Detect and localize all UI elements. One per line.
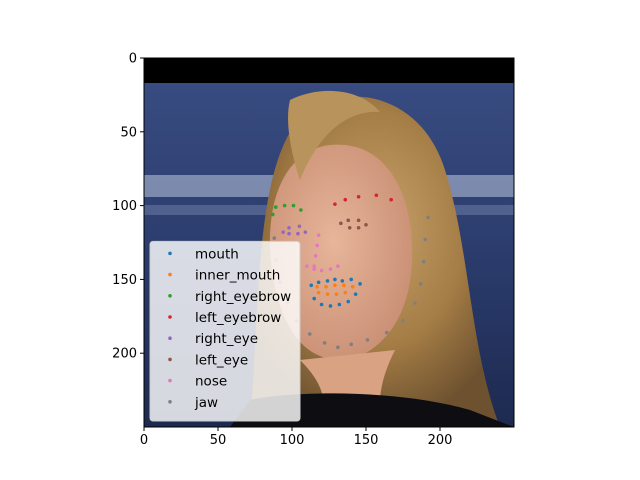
point-inner-mouth (350, 284, 355, 289)
point-right-eyebrow (273, 205, 278, 209)
legend-label: jaw (194, 395, 218, 411)
background-photo (144, 58, 514, 427)
point-left-eyebrow (343, 197, 348, 202)
point-inner-mouth (325, 292, 330, 296)
point-inner-mouth (334, 292, 339, 296)
point-left-eye (356, 218, 361, 223)
legend-marker (168, 336, 172, 341)
point-nose (313, 253, 318, 258)
point-jaw (401, 318, 405, 323)
x-tick-label: 200 (428, 433, 453, 448)
point-left-eye (346, 218, 351, 223)
x-tick-label: 50 (210, 433, 227, 448)
point-jaw (272, 236, 277, 240)
legend-marker (168, 357, 172, 362)
point-inner-mouth (324, 284, 328, 289)
point-nose (336, 264, 340, 268)
point-inner-mouth (316, 290, 321, 295)
legend-label: left_eye (195, 352, 248, 368)
point-left-eye (356, 225, 361, 230)
point-nose (315, 243, 319, 248)
legend-marker (168, 251, 172, 256)
point-right-eyebrow (282, 203, 287, 208)
point-right-eye (296, 231, 300, 236)
legend: mouth inner_mouth right_eyebrow left_eyebro… (149, 240, 301, 422)
point-mouth (328, 304, 333, 308)
legend-box (149, 240, 301, 422)
point-mouth (319, 302, 324, 307)
axes-frame (143, 57, 515, 428)
point-jaw (322, 341, 327, 345)
x-tick-label: 100 (280, 433, 305, 448)
point-jaw (336, 345, 340, 350)
legend-label: nose (195, 374, 227, 390)
point-jaw (423, 237, 428, 242)
point-left-eyebrow (389, 197, 393, 202)
point-mouth (333, 277, 337, 282)
point-right-eyebrow (299, 208, 303, 212)
point-mouth (325, 279, 330, 283)
point-nose (316, 233, 321, 237)
point-mouth (349, 277, 354, 282)
point-inner-mouth (315, 284, 319, 289)
legend-label: left_eyebrow (195, 310, 281, 326)
point-right-eye (281, 230, 285, 234)
point-mouth (337, 302, 342, 307)
point-jaw (426, 215, 430, 220)
point-nose (319, 268, 324, 273)
point-right-eye (297, 224, 302, 229)
point-mouth (316, 280, 321, 285)
x-tick-label: 150 (354, 433, 379, 448)
point-left-eyebrow (374, 193, 379, 198)
point-right-eyebrow (291, 203, 296, 208)
legend-marker (168, 272, 172, 277)
point-mouth (353, 292, 358, 296)
y-tick-label: 150 (112, 273, 137, 288)
x-axis: 0 50 100 150 200 (140, 427, 453, 448)
point-left-eye (339, 221, 343, 226)
point-mouth (312, 296, 317, 301)
legend-marker (168, 315, 172, 319)
point-right-eye (303, 230, 308, 234)
legend-marker (168, 294, 172, 298)
point-jaw (307, 332, 312, 336)
y-tick-label: 50 (120, 125, 137, 140)
point-nose (312, 267, 317, 271)
legend-label: right_eyebrow (195, 289, 291, 305)
point-left-eye (364, 222, 368, 227)
point-left-eyebrow (333, 202, 337, 206)
y-axis: 0 50 100 150 200 (112, 52, 144, 362)
point-mouth (358, 282, 362, 286)
legend-marker (168, 378, 172, 383)
point-jaw (418, 282, 423, 286)
x-tick-label: 0 (140, 433, 148, 448)
point-nose (312, 264, 317, 268)
point-mouth (346, 299, 351, 304)
point-mouth (340, 279, 345, 283)
point-left-eyebrow (356, 194, 361, 199)
point-nose (305, 264, 309, 268)
legend-label: inner_mouth (195, 268, 280, 284)
point-inner-mouth (343, 290, 348, 295)
point-nose (328, 267, 333, 271)
point-left-eye (347, 225, 352, 230)
legend-label: mouth (195, 246, 239, 262)
point-right-eyebrow (270, 212, 275, 217)
point-jaw (365, 338, 370, 342)
point-jaw (384, 330, 389, 335)
point-jaw (349, 342, 354, 347)
y-tick-label: 100 (112, 199, 137, 214)
point-jaw (421, 259, 426, 264)
y-tick-label: 200 (112, 347, 137, 362)
point-mouth (309, 283, 314, 288)
point-right-eye (287, 231, 291, 236)
y-tick-label: 0 (129, 52, 137, 67)
point-inner-mouth (342, 283, 346, 288)
legend-marker (168, 400, 172, 404)
point-jaw (413, 301, 417, 305)
point-right-eye (287, 225, 291, 230)
legend-label: right_eye (195, 331, 258, 347)
point-inner-mouth (333, 283, 337, 288)
